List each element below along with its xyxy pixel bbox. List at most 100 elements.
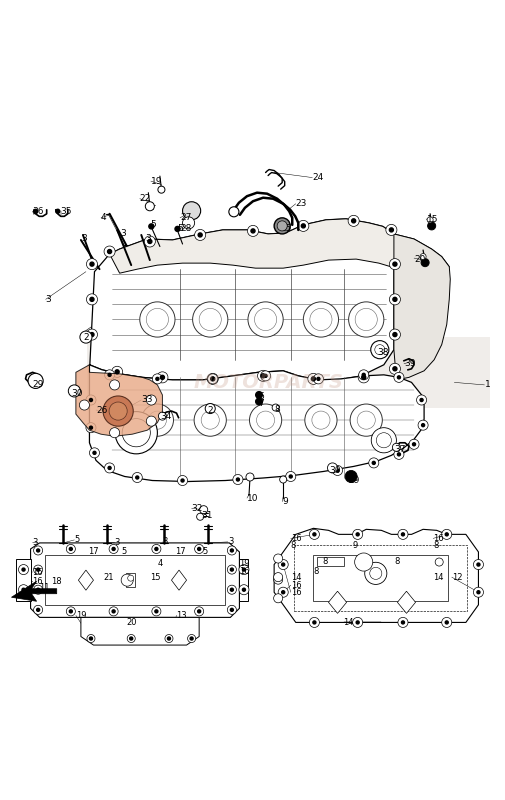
Circle shape (152, 607, 161, 616)
Circle shape (86, 422, 96, 433)
Circle shape (182, 202, 200, 220)
Circle shape (236, 478, 239, 481)
Circle shape (347, 215, 359, 226)
Polygon shape (239, 559, 248, 602)
Circle shape (230, 608, 233, 611)
Circle shape (371, 428, 395, 453)
Circle shape (444, 533, 447, 536)
Circle shape (181, 479, 184, 482)
Text: 16: 16 (290, 534, 301, 543)
Circle shape (393, 372, 403, 382)
Text: 38: 38 (376, 348, 387, 357)
Circle shape (389, 329, 399, 340)
Circle shape (419, 254, 425, 260)
Polygon shape (274, 528, 478, 622)
Circle shape (108, 374, 111, 376)
Text: 17: 17 (175, 547, 185, 557)
Polygon shape (328, 591, 346, 614)
Circle shape (80, 331, 92, 343)
Circle shape (356, 533, 359, 536)
Polygon shape (89, 219, 393, 381)
Circle shape (304, 404, 336, 436)
Text: 5: 5 (150, 220, 156, 230)
Circle shape (316, 378, 319, 380)
Text: 26: 26 (96, 406, 107, 414)
Circle shape (199, 309, 221, 330)
Circle shape (105, 370, 115, 380)
Circle shape (397, 618, 407, 627)
Polygon shape (396, 591, 415, 614)
Circle shape (260, 371, 270, 381)
Circle shape (196, 514, 204, 520)
Text: 20: 20 (413, 254, 425, 263)
Circle shape (127, 634, 135, 642)
Circle shape (348, 302, 383, 337)
Circle shape (208, 406, 212, 410)
Circle shape (389, 363, 399, 374)
Circle shape (112, 366, 122, 378)
Circle shape (408, 439, 418, 450)
Circle shape (364, 562, 386, 585)
Text: 5: 5 (74, 535, 79, 544)
Text: 15: 15 (426, 215, 437, 224)
Text: 17: 17 (88, 547, 98, 557)
Circle shape (278, 587, 288, 598)
Circle shape (56, 210, 60, 214)
Text: 18: 18 (50, 577, 61, 586)
Text: 4: 4 (157, 559, 162, 568)
Circle shape (327, 463, 337, 473)
Text: 27: 27 (180, 214, 191, 222)
Circle shape (441, 530, 451, 539)
Circle shape (19, 585, 28, 594)
Text: 12: 12 (451, 573, 462, 582)
Circle shape (254, 309, 276, 330)
Circle shape (427, 222, 435, 230)
Circle shape (230, 568, 233, 571)
Circle shape (397, 530, 407, 539)
Circle shape (86, 258, 97, 270)
Text: 4: 4 (101, 214, 107, 222)
Text: 29: 29 (32, 381, 44, 390)
Circle shape (400, 621, 403, 624)
Circle shape (108, 250, 112, 254)
Circle shape (33, 585, 42, 594)
Circle shape (158, 186, 165, 193)
Circle shape (257, 370, 268, 382)
Circle shape (354, 553, 372, 571)
Circle shape (121, 574, 133, 586)
Circle shape (187, 634, 195, 642)
Text: 20: 20 (126, 618, 136, 627)
Circle shape (127, 575, 133, 581)
Circle shape (238, 565, 248, 574)
Circle shape (238, 585, 248, 594)
Circle shape (66, 607, 75, 616)
Text: 30: 30 (329, 466, 340, 475)
Text: 3: 3 (32, 538, 38, 547)
Circle shape (277, 221, 287, 231)
Circle shape (393, 450, 403, 459)
Circle shape (332, 466, 342, 475)
Circle shape (396, 453, 399, 456)
Circle shape (19, 565, 28, 574)
Circle shape (389, 294, 399, 305)
Circle shape (72, 389, 76, 393)
Circle shape (392, 298, 396, 302)
Circle shape (249, 404, 281, 436)
Circle shape (36, 549, 39, 552)
Circle shape (285, 471, 295, 482)
Text: 10: 10 (246, 494, 258, 502)
Bar (313, 555, 447, 602)
Circle shape (273, 594, 282, 602)
Text: 8: 8 (432, 542, 438, 550)
Circle shape (110, 380, 119, 390)
Text: 2: 2 (207, 406, 213, 414)
Circle shape (400, 533, 403, 536)
Circle shape (167, 637, 170, 640)
Circle shape (344, 470, 357, 482)
Circle shape (197, 547, 200, 550)
Text: 6: 6 (258, 393, 263, 402)
Circle shape (392, 366, 396, 371)
Circle shape (115, 370, 119, 374)
Text: 11: 11 (39, 582, 49, 592)
Circle shape (273, 575, 282, 584)
